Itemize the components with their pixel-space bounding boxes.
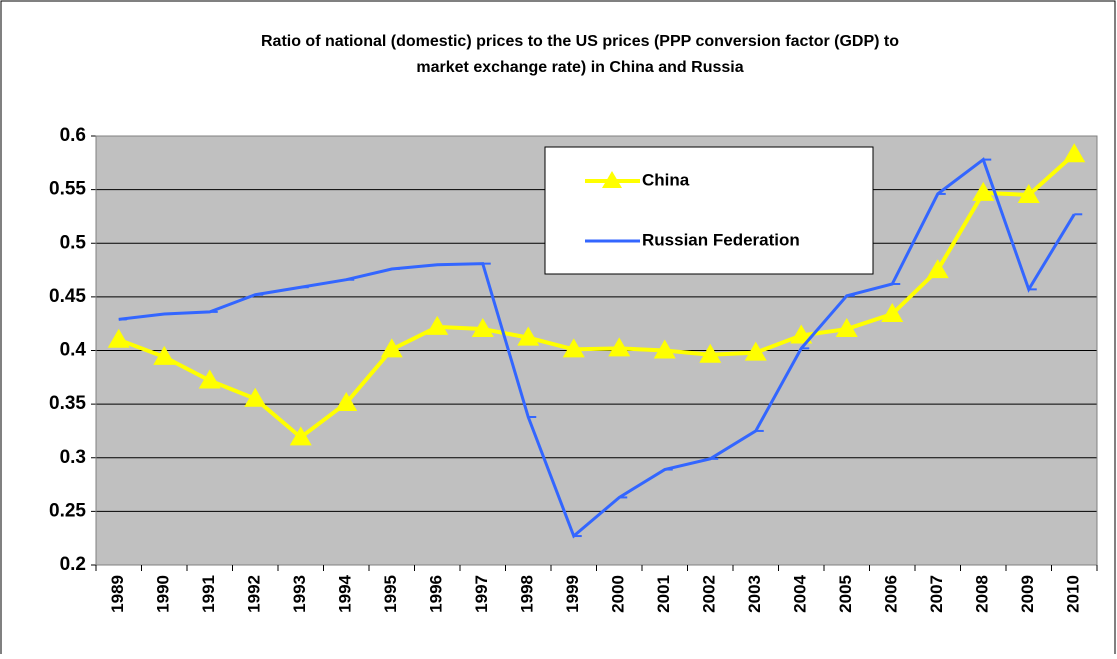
point-marker <box>744 341 767 361</box>
x-tick-label: 2006 <box>882 575 901 613</box>
point-marker <box>335 392 358 412</box>
y-tick-label: 0.35 <box>49 393 86 414</box>
point-marker <box>790 324 813 344</box>
point-marker <box>244 387 267 407</box>
legend-marker <box>602 171 622 188</box>
point-marker <box>289 426 312 446</box>
y-tick-label: 0.5 <box>60 232 87 253</box>
x-tick-label: 2003 <box>745 575 764 613</box>
point-marker <box>1063 143 1086 163</box>
y-tick-label: 0.45 <box>49 286 86 307</box>
x-tick-label: 1995 <box>381 575 400 613</box>
x-tick-label: 1996 <box>427 575 446 613</box>
legend-label: Russian Federation <box>642 230 800 249</box>
point-marker <box>562 338 585 358</box>
point-marker <box>926 259 949 279</box>
point-marker <box>107 328 130 348</box>
point-marker <box>471 318 494 338</box>
y-tick-label: 0.55 <box>49 179 86 200</box>
point-marker <box>517 326 540 346</box>
x-tick-label: 1989 <box>108 575 127 613</box>
x-tick-label: 2004 <box>791 574 810 612</box>
x-tick-label: 2005 <box>836 575 855 613</box>
point-marker <box>653 339 676 359</box>
point-marker <box>426 315 449 335</box>
point-marker <box>153 345 176 365</box>
point-marker <box>1017 183 1040 203</box>
y-tick-label: 0.3 <box>60 447 86 468</box>
y-tick-label: 0.4 <box>60 340 87 361</box>
legend-label: China <box>642 170 690 189</box>
point-marker <box>198 369 221 389</box>
point-marker <box>608 337 631 357</box>
x-tick-label: 2010 <box>1064 575 1083 613</box>
point-marker <box>972 181 995 201</box>
y-tick-label: 0.2 <box>60 554 86 575</box>
x-tick-label: 2001 <box>654 575 673 613</box>
point-marker <box>380 338 403 358</box>
point-marker <box>699 343 722 363</box>
chart-title: market exchange rate) in China and Russi… <box>416 59 743 76</box>
series-line <box>118 157 1076 539</box>
x-tick-label: 2000 <box>609 575 628 613</box>
x-tick-label: 1991 <box>199 575 218 613</box>
series-line <box>118 152 1076 440</box>
x-tick-label: 1994 <box>336 574 355 612</box>
point-marker <box>881 303 904 323</box>
point-marker <box>835 318 858 338</box>
x-tick-label: 1993 <box>290 575 309 613</box>
x-tick-label: 2009 <box>1018 575 1037 613</box>
legend-box <box>544 146 874 275</box>
chart-title: Ratio of national (domestic) prices to t… <box>261 33 899 50</box>
y-tick-label: 0.25 <box>49 500 86 521</box>
x-tick-label: 2002 <box>700 575 719 613</box>
x-tick-label: 1999 <box>563 575 582 613</box>
x-tick-label: 1997 <box>472 575 491 613</box>
x-tick-label: 2008 <box>973 575 992 613</box>
x-tick-label: 1990 <box>154 575 173 613</box>
y-tick-label: 0.6 <box>60 125 86 146</box>
x-tick-label: 2007 <box>927 575 946 613</box>
x-tick-label: 1998 <box>518 575 537 613</box>
x-tick-label: 1992 <box>245 575 264 613</box>
